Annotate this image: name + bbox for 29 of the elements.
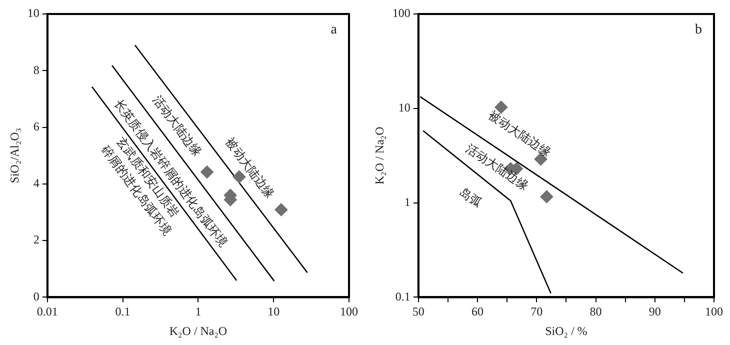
y-axis-title: K₂O / Na₂O: [372, 126, 386, 184]
y-tick-label: 6: [33, 119, 40, 134]
x-tick-label: 0.01: [36, 304, 58, 319]
annotation: 岛弧: [456, 184, 484, 210]
annotation: 被动大陆边缘: [222, 135, 277, 202]
y-tick-label: 10: [398, 100, 410, 115]
x-tick-label: 0.1: [115, 304, 130, 319]
x-tick-label: 1: [195, 304, 202, 319]
y-tick-label: 1: [404, 194, 410, 209]
annotation: b: [695, 22, 702, 38]
y-tick-label: 8: [33, 62, 40, 77]
x-tick-label: 100: [340, 304, 358, 319]
y-tick-label: 10: [27, 6, 40, 20]
x-tick-label: 70: [530, 304, 543, 319]
y-tick-label: 0.1: [395, 289, 410, 304]
x-tick-label: 100: [705, 304, 723, 319]
y-tick-label: 100: [392, 6, 410, 20]
x-tick-label: 60: [472, 304, 484, 319]
y-tick-label: 2: [33, 232, 40, 247]
y-axis-title: SiO₂/Al₂O₃: [7, 128, 22, 184]
x-tick-label: 80: [590, 304, 602, 319]
x-axis-title: K₂O / Na₂O: [169, 324, 228, 338]
x-tick-label: 90: [648, 304, 661, 319]
x-tick-label: 50: [412, 304, 424, 319]
annotation: a: [330, 22, 338, 38]
y-tick-label: 4: [33, 176, 40, 190]
x-tick-label: 10: [268, 304, 280, 319]
y-tick-label: 0: [33, 289, 40, 304]
x-axis-title: SiO₂ / %: [545, 324, 588, 338]
